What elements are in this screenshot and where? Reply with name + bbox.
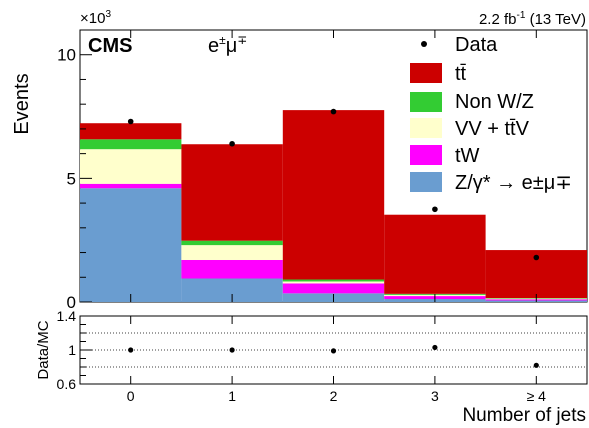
- bar-1-1: [181, 259, 283, 279]
- y-tick-label-2: 10: [57, 46, 76, 65]
- legend-tw-swatch: [410, 145, 442, 165]
- legend-nonwz-label: Non W/Z: [455, 91, 534, 113]
- ratio-point-0: [128, 347, 134, 353]
- ratio-point-2: [330, 348, 337, 354]
- bar-3-1: [181, 240, 283, 246]
- x-tick-label-0: 0: [127, 388, 135, 404]
- y-axis-title: Events: [11, 73, 33, 134]
- bar-2-1: [181, 245, 283, 260]
- ratio-y-tick-label-0: 0.6: [57, 376, 77, 392]
- legend-ttbar-swatch: [410, 63, 442, 83]
- data-point-2: [330, 108, 337, 115]
- bar-3-2: [282, 279, 385, 282]
- x-tick-label-3: 3: [431, 388, 439, 404]
- y-tick-label-0: 0: [67, 293, 76, 312]
- bar-3-0: [80, 139, 182, 150]
- ratio-point-4: [533, 362, 539, 368]
- cms-label: CMS: [88, 35, 132, 57]
- bar-1-0: [80, 183, 182, 189]
- legend-dy-swatch: [410, 172, 442, 192]
- legend-dy-label: Z/γ* → e±μ∓: [455, 172, 572, 194]
- legend-tw-label: tW: [455, 145, 480, 167]
- x-tick-label-1: 1: [228, 388, 236, 404]
- bar-4-1: [181, 144, 283, 241]
- data-point-0: [127, 118, 134, 125]
- channel-label: e±μ∓: [208, 33, 247, 57]
- y-tick-label-1: 5: [67, 169, 76, 188]
- x-tick-label-4: ≥ 4: [527, 388, 547, 404]
- ratio-y-tick-label-1: 1: [68, 342, 76, 358]
- legend: Data tt̄ Non W/Z VV + tt̄V tW Z/γ* → e±μ…: [410, 34, 572, 194]
- data-point-3: [432, 206, 438, 213]
- legend-nonwz-swatch: [410, 92, 442, 112]
- legend-data-label: Data: [455, 34, 498, 56]
- legend-data-marker: [421, 41, 427, 47]
- ratio-point-3: [432, 344, 438, 351]
- bar-4-0: [80, 123, 182, 140]
- x-axis-title: Number of jets: [462, 405, 586, 426]
- legend-ttbar-label: tt̄: [455, 63, 467, 85]
- bar-0-1: [181, 278, 283, 302]
- ratio-reference-lines: [80, 332, 587, 368]
- ratio-point-1: [229, 347, 235, 353]
- bar-0-0: [80, 188, 182, 302]
- luminosity-label: 2.2 fb-1 (13 TeV): [479, 10, 586, 28]
- ratio-points: [128, 344, 539, 368]
- main-x-ticks: [130, 30, 537, 302]
- ratio-y-ticks: 0.6 1 1.4: [57, 308, 92, 392]
- x-tick-label-2: 2: [330, 388, 338, 404]
- bar-4-2: [282, 110, 385, 280]
- legend-vv-label: VV + tt̄V: [455, 118, 530, 140]
- data-points: [127, 108, 540, 261]
- x-axis-ticks: 0 1 2 3 ≥ 4: [127, 316, 546, 404]
- legend-vv-swatch: [410, 118, 442, 138]
- bar-4-3: [384, 214, 486, 294]
- ratio-y-tick-label-2: 1.4: [57, 308, 77, 324]
- ratio-y-axis-title: Data/MC: [35, 320, 52, 379]
- main-y-ticks: 0 5 10: [57, 29, 92, 312]
- data-point-1: [229, 140, 235, 147]
- data-point-4: [533, 254, 540, 261]
- bar-2-2: [282, 281, 385, 284]
- bar-2-0: [80, 149, 182, 184]
- bar-1-2: [282, 283, 385, 294]
- y-axis-exponent: ×103: [80, 9, 111, 27]
